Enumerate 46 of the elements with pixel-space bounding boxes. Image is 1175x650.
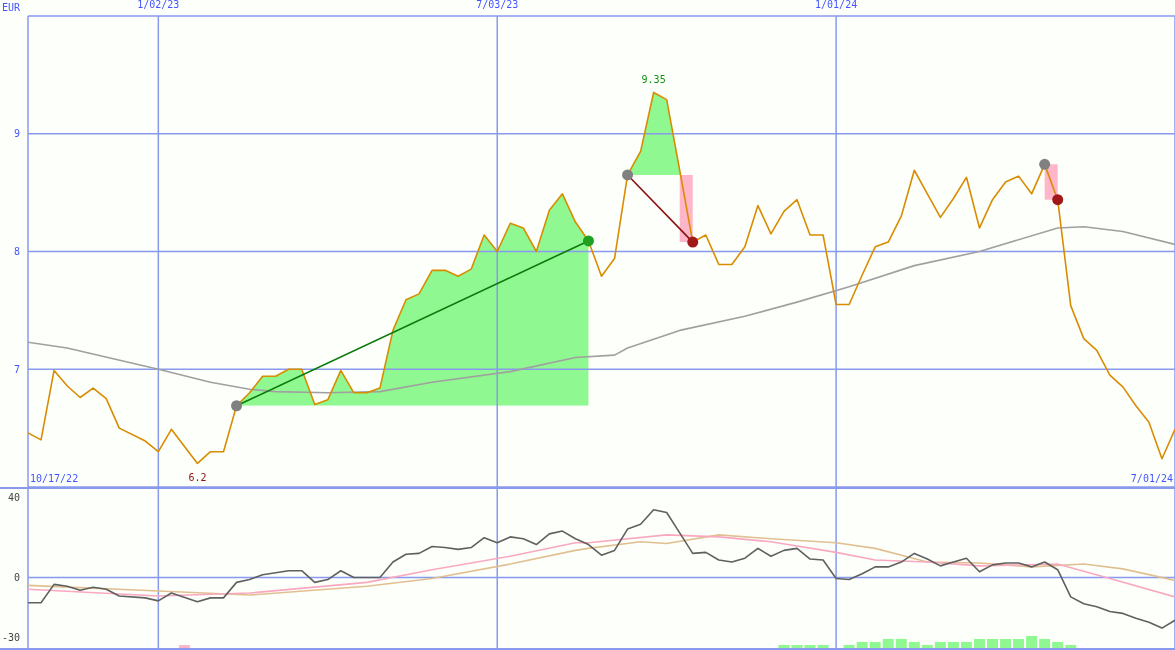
bar <box>856 641 868 648</box>
y-tick-label: 8 <box>13 246 20 258</box>
bar <box>1000 638 1012 648</box>
annotation: 10/17/22 <box>30 473 79 484</box>
y-tick-label: 9 <box>13 128 20 140</box>
bar <box>178 644 190 648</box>
bar <box>1013 638 1025 648</box>
line-series <box>28 225 1175 394</box>
y-tick-label: 0 <box>13 572 20 584</box>
bar <box>869 641 881 648</box>
x-tick-label: 1/01/24 <box>815 0 858 10</box>
bar <box>960 641 972 648</box>
bar <box>987 638 999 648</box>
point <box>1039 158 1051 170</box>
point <box>1052 194 1064 206</box>
line-series <box>28 91 1175 465</box>
bar <box>908 641 920 648</box>
bar <box>1052 641 1064 648</box>
point <box>622 169 634 181</box>
bar <box>1026 635 1038 648</box>
point <box>687 236 699 248</box>
bar <box>791 644 803 648</box>
y-tick-label: 7 <box>13 363 20 375</box>
bar <box>934 641 946 648</box>
bar <box>1065 644 1077 648</box>
point <box>582 235 594 247</box>
bar <box>882 638 894 648</box>
y-tick-label: 40 <box>7 491 20 503</box>
bar <box>1039 638 1051 648</box>
x-tick-label: 1/02/23 <box>137 0 180 10</box>
bar <box>804 644 816 648</box>
y-tick-label: -30 <box>1 632 20 644</box>
annotation: 6.2 <box>188 471 207 483</box>
bar <box>973 638 985 648</box>
bar <box>921 644 933 648</box>
bar <box>947 641 959 648</box>
point <box>231 400 243 412</box>
annotation: 7/01/24 <box>1130 473 1173 484</box>
line-series <box>28 508 1175 629</box>
bar <box>895 638 907 648</box>
bar <box>843 644 855 648</box>
x-tick-label: 7/03/23 <box>476 0 519 10</box>
annotation: 9.35 <box>641 73 666 85</box>
bar <box>817 644 829 648</box>
bar <box>778 644 790 648</box>
y-axis-title: EUR <box>2 2 21 13</box>
